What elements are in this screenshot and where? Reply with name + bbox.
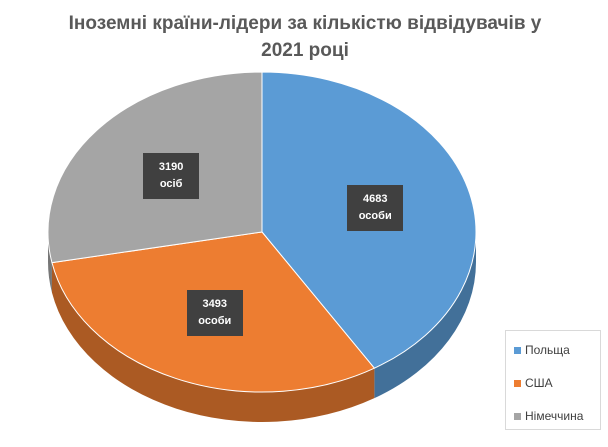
slice-side	[374, 232, 476, 399]
legend-label: Німеччина	[525, 409, 584, 423]
legend-item: США	[514, 376, 553, 390]
legend-label: Польща	[525, 343, 570, 357]
legend-swatch	[514, 413, 521, 420]
legend-swatch	[514, 380, 521, 387]
chart-title: Іноземні країни-лідери за кількістю відв…	[68, 13, 542, 61]
data-label: 3190 осіб	[143, 153, 200, 200]
data-label: 4683 особи	[347, 184, 404, 231]
legend-label: США	[525, 376, 553, 390]
data-label: 3493 особи	[186, 289, 243, 336]
legend-item: Німеччина	[514, 409, 583, 423]
legend-item: Польща	[514, 343, 570, 357]
legend-swatch	[514, 347, 521, 354]
legend: Польща США Німеччина	[505, 330, 601, 430]
slice-side	[51, 262, 375, 423]
slice-side	[48, 232, 52, 293]
